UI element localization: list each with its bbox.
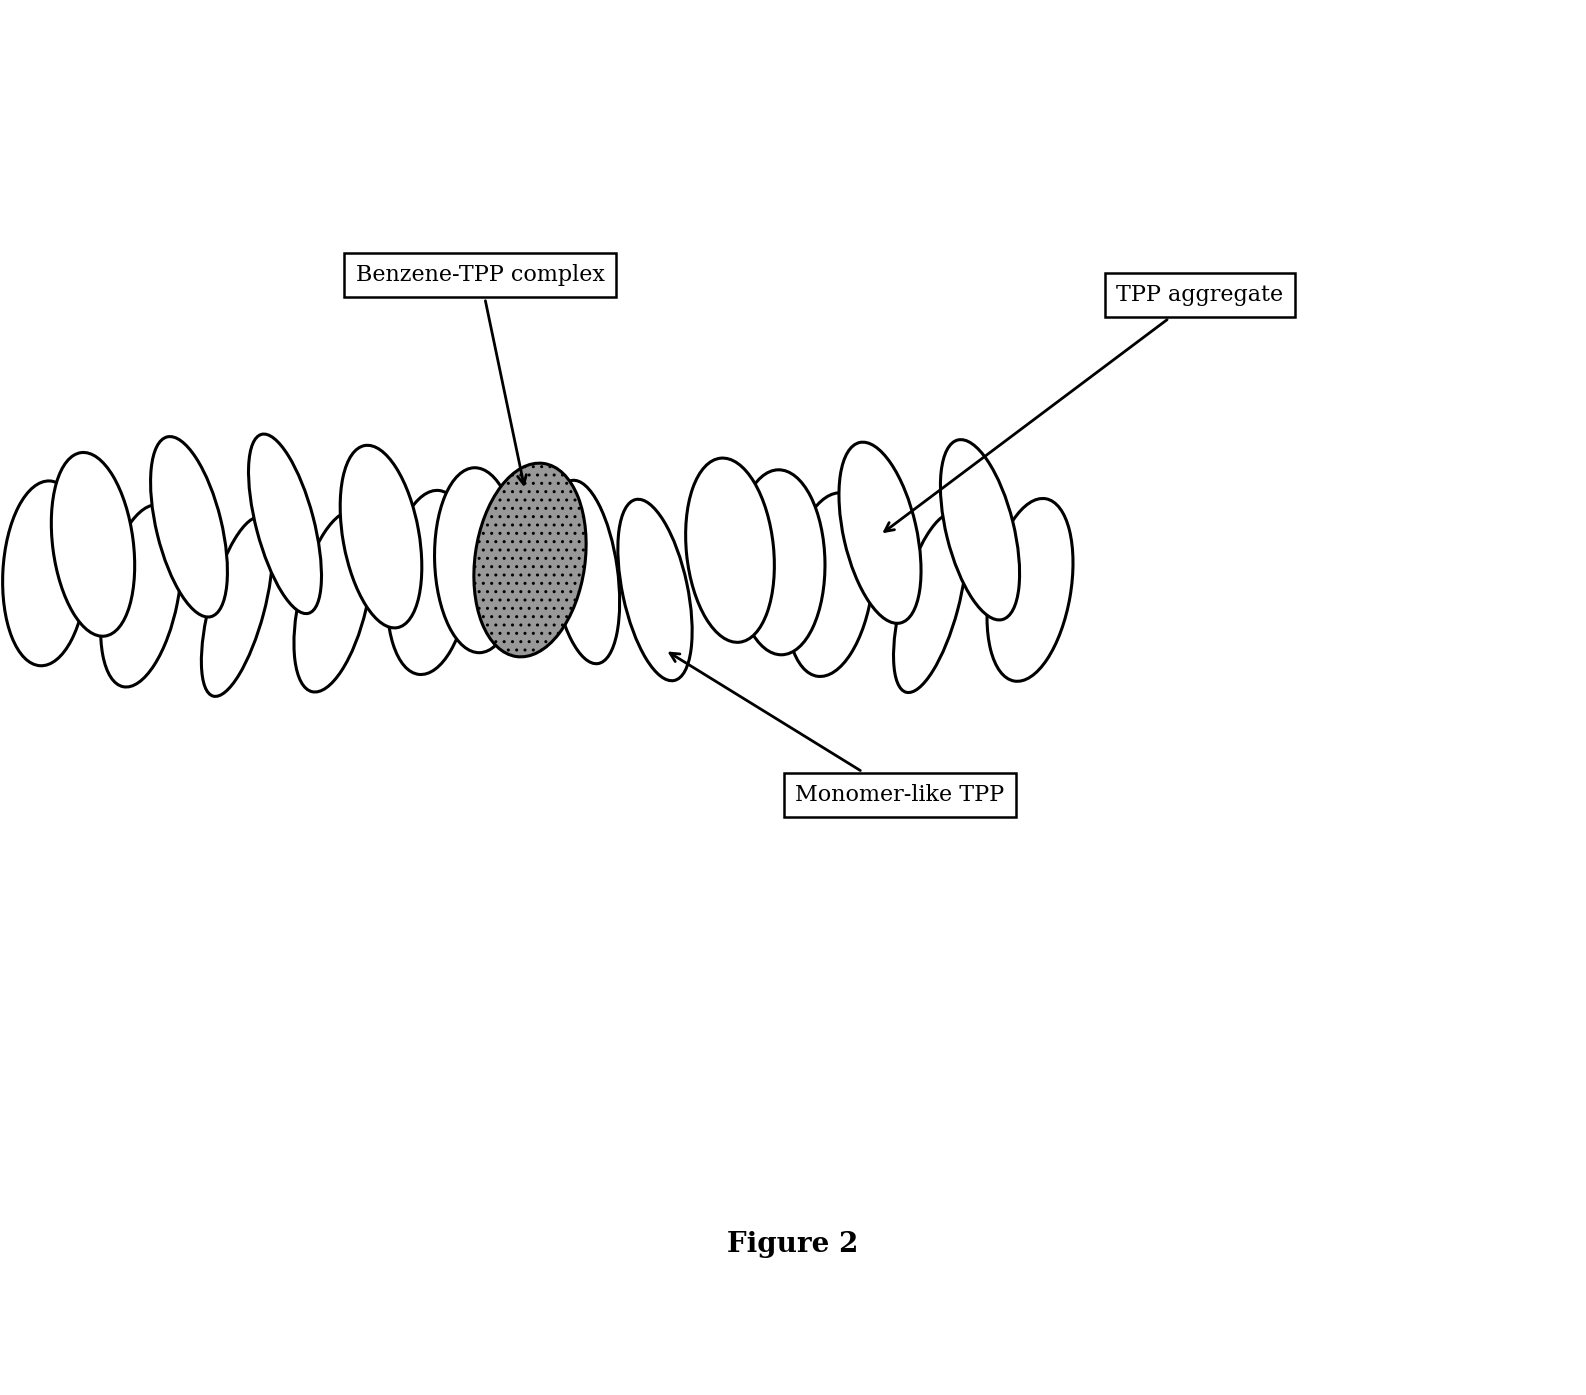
Ellipse shape: [893, 513, 966, 692]
Text: Monomer-like TPP: Monomer-like TPP: [669, 653, 1004, 806]
Ellipse shape: [619, 499, 691, 681]
Ellipse shape: [550, 480, 620, 664]
Ellipse shape: [249, 434, 322, 614]
Ellipse shape: [51, 452, 135, 636]
Ellipse shape: [435, 467, 520, 653]
Ellipse shape: [787, 492, 874, 677]
Text: TPP aggregate: TPP aggregate: [885, 285, 1283, 531]
Text: Benzene-TPP complex: Benzene-TPP complex: [355, 264, 604, 484]
Ellipse shape: [339, 445, 422, 628]
Ellipse shape: [387, 491, 471, 675]
Ellipse shape: [201, 518, 273, 696]
Ellipse shape: [940, 439, 1020, 619]
Ellipse shape: [734, 470, 825, 654]
Text: Figure 2: Figure 2: [728, 1232, 858, 1258]
Ellipse shape: [986, 498, 1074, 681]
Ellipse shape: [3, 481, 87, 665]
Ellipse shape: [293, 511, 373, 692]
Ellipse shape: [685, 458, 774, 642]
Ellipse shape: [839, 442, 921, 624]
Ellipse shape: [474, 463, 587, 657]
Ellipse shape: [151, 437, 227, 617]
Ellipse shape: [100, 505, 181, 686]
